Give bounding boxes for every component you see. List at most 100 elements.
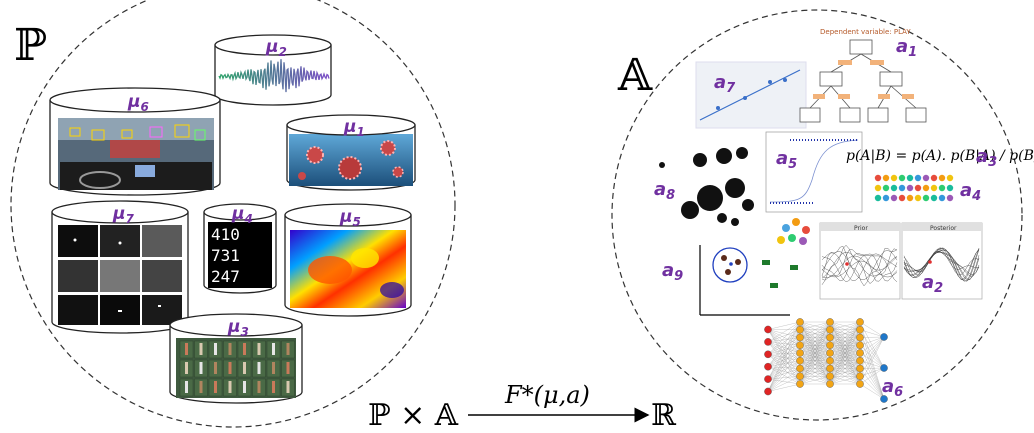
dot [946, 174, 954, 182]
a6-label: a6 [882, 376, 903, 400]
nn-node [796, 364, 804, 373]
dataset-mu6: μ6 [49, 87, 221, 196]
a2-label: a2 [922, 272, 943, 296]
nn-node [880, 333, 888, 341]
dot [898, 194, 906, 202]
mu4-label: μ4 [231, 204, 253, 226]
dot [890, 194, 898, 202]
dot [874, 174, 882, 182]
audio-waveform-image [217, 58, 330, 94]
ship-chip [257, 381, 261, 393]
ship-chip [228, 381, 232, 393]
mnist-digits-image: 410 731 247 [208, 222, 272, 288]
ship-chip [257, 362, 261, 374]
ship-chips-image [176, 338, 296, 398]
nn-node [764, 338, 772, 346]
nn-node [796, 325, 804, 334]
ship-chip [199, 343, 203, 355]
right-set: 𝔸 a7 Dependent variable: PLAY [611, 9, 1034, 421]
ship-chip [185, 381, 188, 393]
nn-node [880, 364, 888, 372]
ship-chip [228, 362, 232, 374]
dot [890, 174, 898, 182]
dot [922, 174, 930, 182]
ship-chip [214, 362, 217, 374]
svg-text:410: 410 [211, 225, 240, 244]
ship-chip [286, 381, 290, 393]
ship-chip [199, 381, 203, 393]
nn-node [796, 333, 804, 342]
left-set-boundary [10, 0, 456, 428]
nn-node [856, 318, 864, 326]
dataset-mu7: μ7 [51, 200, 189, 334]
algorithm-a9: a9 [662, 245, 798, 316]
ship-chip [185, 343, 188, 355]
nn-node [826, 372, 834, 381]
ship-chip [185, 362, 188, 374]
gp-prior-title: Prior [854, 225, 868, 232]
nn-node [826, 364, 834, 373]
dot [882, 194, 890, 202]
nn-node [796, 341, 804, 350]
dot [898, 174, 906, 182]
right-set-symbol: 𝔸 [617, 50, 653, 101]
algorithm-a8: a8 [654, 147, 754, 226]
algorithm-a7: a7 [695, 61, 807, 129]
dot [938, 194, 946, 202]
nn-node [826, 325, 834, 334]
nn-node [856, 333, 864, 342]
nn-node [764, 350, 772, 359]
dot [906, 174, 914, 182]
dot [938, 174, 946, 182]
nn-node [826, 356, 834, 365]
ship-chip [286, 362, 290, 374]
algorithm-a6: a6 [764, 318, 903, 403]
mu2-label: μ2 [265, 37, 287, 59]
dot [874, 194, 882, 202]
nn-node [856, 372, 864, 381]
a7-label: a7 [714, 72, 736, 96]
ship-chip [272, 343, 275, 355]
ship-chip [272, 362, 275, 374]
ship-chip [243, 381, 246, 393]
algorithm-a1: Dependent variable: PLAY [799, 28, 927, 123]
dot [906, 194, 914, 202]
ship-chip [214, 381, 217, 393]
dot [914, 194, 922, 202]
dot [898, 184, 906, 192]
dataset-mu1: μ1 [286, 114, 416, 191]
a8-label: a8 [654, 179, 675, 203]
ship-chip [199, 362, 203, 374]
mu5-label: μ5 [339, 207, 361, 229]
nn-node [764, 362, 772, 371]
dataset-mu4: 410 731 247 μ4 [203, 203, 277, 294]
ship-chip [214, 343, 217, 355]
dot [882, 184, 890, 192]
dot [930, 194, 938, 202]
nn-node [796, 380, 804, 388]
dataset-mu3: μ3 [169, 313, 303, 404]
dot [914, 184, 922, 192]
dot [938, 184, 946, 192]
nn-node [826, 318, 834, 326]
mu1-label: μ1 [343, 117, 365, 139]
a9-label: a9 [662, 260, 683, 284]
nn-node [856, 380, 864, 388]
algorithm-a5: a5 [765, 131, 863, 213]
ship-chip [257, 343, 261, 355]
dot [874, 184, 882, 192]
cluster-dots-image [777, 218, 810, 245]
algorithm-a3: p(A|B) = p(A). p(B|A) / p(B) a3 [846, 146, 1034, 170]
satellite-grid-image [58, 225, 182, 325]
mapping-function: F*(μ,a) [504, 381, 590, 409]
gp-posterior-title: Posterior [930, 225, 957, 232]
nn-node [826, 333, 834, 342]
svg-text:731: 731 [211, 246, 240, 265]
dataset-mu2: μ2 [214, 34, 332, 106]
mapping-codomain: ℝ [651, 398, 677, 433]
a5-label: a5 [776, 148, 797, 172]
tree-title: Dependent variable: PLAY [820, 28, 911, 36]
dot [922, 194, 930, 202]
algorithm-a4: a4 [874, 174, 981, 204]
